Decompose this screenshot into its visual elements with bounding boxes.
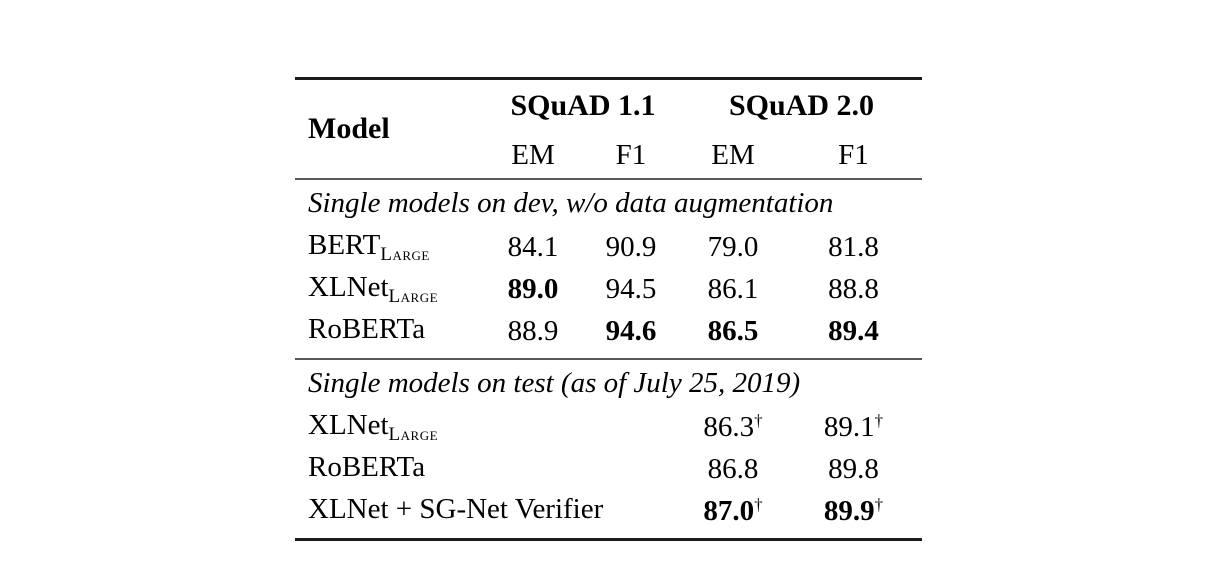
score-value: 89.9 xyxy=(823,495,875,527)
model-name-cell: XLNet + SG-Net Verifier xyxy=(295,494,603,528)
column-group-squad20: SQuAD 2.0 xyxy=(728,89,875,122)
score-cell-squad11-em: 89.0 xyxy=(507,272,559,305)
model-subscript: Large xyxy=(388,285,439,307)
score-value: 89.1 xyxy=(823,411,875,443)
model-name-cell: RoBERTa xyxy=(295,312,485,348)
table-row: XLNetLarge 89.0 94.5 86.1 88.8 xyxy=(295,268,922,310)
score-cell-squad11-f1: 90.9 xyxy=(605,230,657,263)
table-row: XLNetLarge 86.3† 89.1† xyxy=(295,406,922,448)
model-text: XLNet xyxy=(308,270,389,303)
subheader-squad11-em: EM xyxy=(511,138,555,171)
score-cell-squad20-em: 86.5 xyxy=(707,314,759,347)
subheader-squad20-f1: F1 xyxy=(838,138,869,171)
section-dev: Single models on dev, w/o data augmentat… xyxy=(295,180,922,358)
model-subscript: Large xyxy=(380,243,430,265)
section-rule xyxy=(295,358,922,360)
column-group-squad11: SQuAD 1.1 xyxy=(510,89,656,122)
score-cell-squad20-em: 86.3† xyxy=(681,412,785,442)
score-cell-squad20-em: 79.0 xyxy=(707,230,759,263)
results-table: Model SQuAD 1.1 SQuAD 2.0 EM F1 EM F1 Si… xyxy=(295,77,922,541)
dagger-mark: † xyxy=(874,411,884,430)
model-text: RoBERTa xyxy=(308,450,426,483)
score-value: 87.0 xyxy=(703,495,755,527)
dagger-mark: † xyxy=(754,495,763,514)
score-cell-squad20-f1: 88.8 xyxy=(828,272,879,305)
model-name-cell: BERTLarge xyxy=(295,228,485,265)
model-text: XLNet + SG-Net Verifier xyxy=(308,492,604,525)
score-cell-squad20-f1: 89.8 xyxy=(828,452,879,485)
model-column-header: Model xyxy=(308,112,390,145)
score-cell-squad20-em: 86.1 xyxy=(707,272,759,305)
score-cell-squad20-f1: 89.9† xyxy=(785,496,922,526)
section-title: Single models on test (as of July 25, 20… xyxy=(308,366,801,399)
model-name-cell: XLNetLarge xyxy=(295,270,485,307)
score-cell-squad11-em: 88.9 xyxy=(507,314,559,347)
table-row: XLNet + SG-Net Verifier 87.0† 89.9† xyxy=(295,490,922,532)
dagger-mark: † xyxy=(754,411,763,430)
score-cell-squad20-em: 87.0† xyxy=(681,496,785,526)
table-header: Model SQuAD 1.1 SQuAD 2.0 EM F1 EM F1 xyxy=(295,80,922,178)
table-row: RoBERTa 86.8 89.8 xyxy=(295,448,922,490)
score-cell-squad11-f1: 94.5 xyxy=(605,272,657,305)
score-cell-squad20-f1: 89.1† xyxy=(785,412,922,442)
model-name-cell: XLNetLarge xyxy=(295,408,485,445)
section-test: Single models on test (as of July 25, 20… xyxy=(295,360,922,538)
score-cell-squad20-em: 86.8 xyxy=(707,452,759,485)
score-cell-squad20-f1: 89.4 xyxy=(828,314,879,347)
dagger-mark: † xyxy=(874,495,884,514)
table-row: RoBERTa 88.9 94.6 86.5 89.4 xyxy=(295,310,922,352)
subheader-squad20-em: EM xyxy=(711,138,755,171)
score-cell-squad11-f1: 94.6 xyxy=(605,314,657,347)
header-rule xyxy=(295,178,922,180)
model-text: RoBERTa xyxy=(308,312,426,345)
score-cell-squad11-em: 84.1 xyxy=(507,230,559,263)
model-text: BERT xyxy=(308,228,381,261)
model-name-cell: RoBERTa xyxy=(295,450,485,486)
section-title: Single models on dev, w/o data augmentat… xyxy=(308,186,834,219)
subheader-squad11-f1: F1 xyxy=(615,138,647,171)
score-cell-squad20-f1: 81.8 xyxy=(828,230,879,263)
model-text: XLNet xyxy=(308,408,389,441)
table-row: BERTLarge 84.1 90.9 79.0 81.8 xyxy=(295,226,922,268)
score-value: 86.3 xyxy=(703,411,755,443)
model-subscript: Large xyxy=(388,423,439,445)
